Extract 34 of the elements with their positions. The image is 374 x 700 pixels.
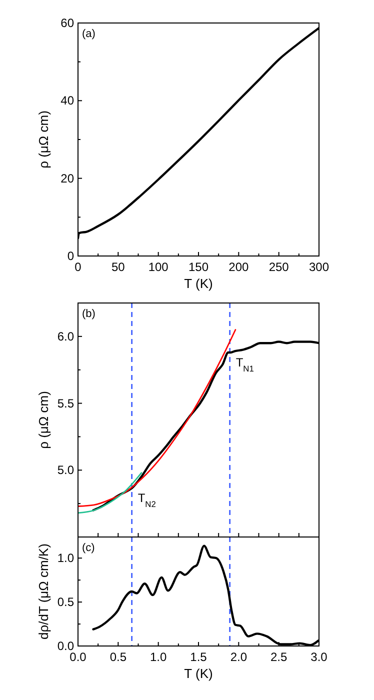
ref-line-label: T$_{N2}$ bbox=[138, 491, 156, 510]
ref-line-label: T$_{N1}$ bbox=[236, 355, 254, 374]
y-tick-label: 6.0 bbox=[57, 329, 74, 344]
y-tick-label: 60 bbox=[60, 16, 74, 30]
x-tick-label: 200 bbox=[228, 260, 249, 274]
y-axis-title: ρ (μΩ cm) bbox=[36, 110, 51, 168]
y-tick-label: 1.0 bbox=[57, 551, 74, 566]
x-tick-label: 2.0 bbox=[230, 650, 248, 664]
y-axis-title: dρ/dT (μΩ cm/K) bbox=[36, 544, 51, 640]
y-tick-label: 0.5 bbox=[57, 595, 74, 610]
y-axis-title: ρ (μΩ cm) bbox=[36, 391, 51, 449]
x-tick-label: 1.5 bbox=[190, 650, 208, 664]
annotation: (c) bbox=[82, 542, 95, 554]
x-axis-title: T (K) bbox=[184, 666, 213, 681]
x-tick-label: 2.5 bbox=[270, 650, 288, 664]
x-tick-label: 50 bbox=[111, 260, 126, 274]
x-tick-label: 100 bbox=[148, 260, 169, 274]
y-tick-label: 5.0 bbox=[57, 463, 74, 478]
x-axis-title: T (K) bbox=[184, 276, 213, 291]
x-tick-label: 1.0 bbox=[150, 650, 167, 664]
y-tick-label: 20 bbox=[60, 171, 74, 186]
x-tick-label: 0.0 bbox=[70, 650, 87, 664]
x-tick-label: 150 bbox=[188, 260, 209, 274]
x-tick-label: 0.5 bbox=[110, 650, 127, 664]
line-series bbox=[78, 329, 236, 507]
x-tick-label: 3.0 bbox=[310, 650, 328, 664]
y-tick-label: 0.0 bbox=[57, 639, 74, 653]
annotation: (a) bbox=[82, 28, 96, 40]
y-tick-label: 40 bbox=[60, 94, 74, 108]
annotation: (b) bbox=[82, 308, 96, 320]
x-tick-label: 300 bbox=[308, 260, 330, 274]
x-tick-label: 250 bbox=[268, 260, 290, 274]
y-tick-label: 5.5 bbox=[57, 396, 74, 410]
y-tick-label: 0 bbox=[67, 249, 74, 263]
